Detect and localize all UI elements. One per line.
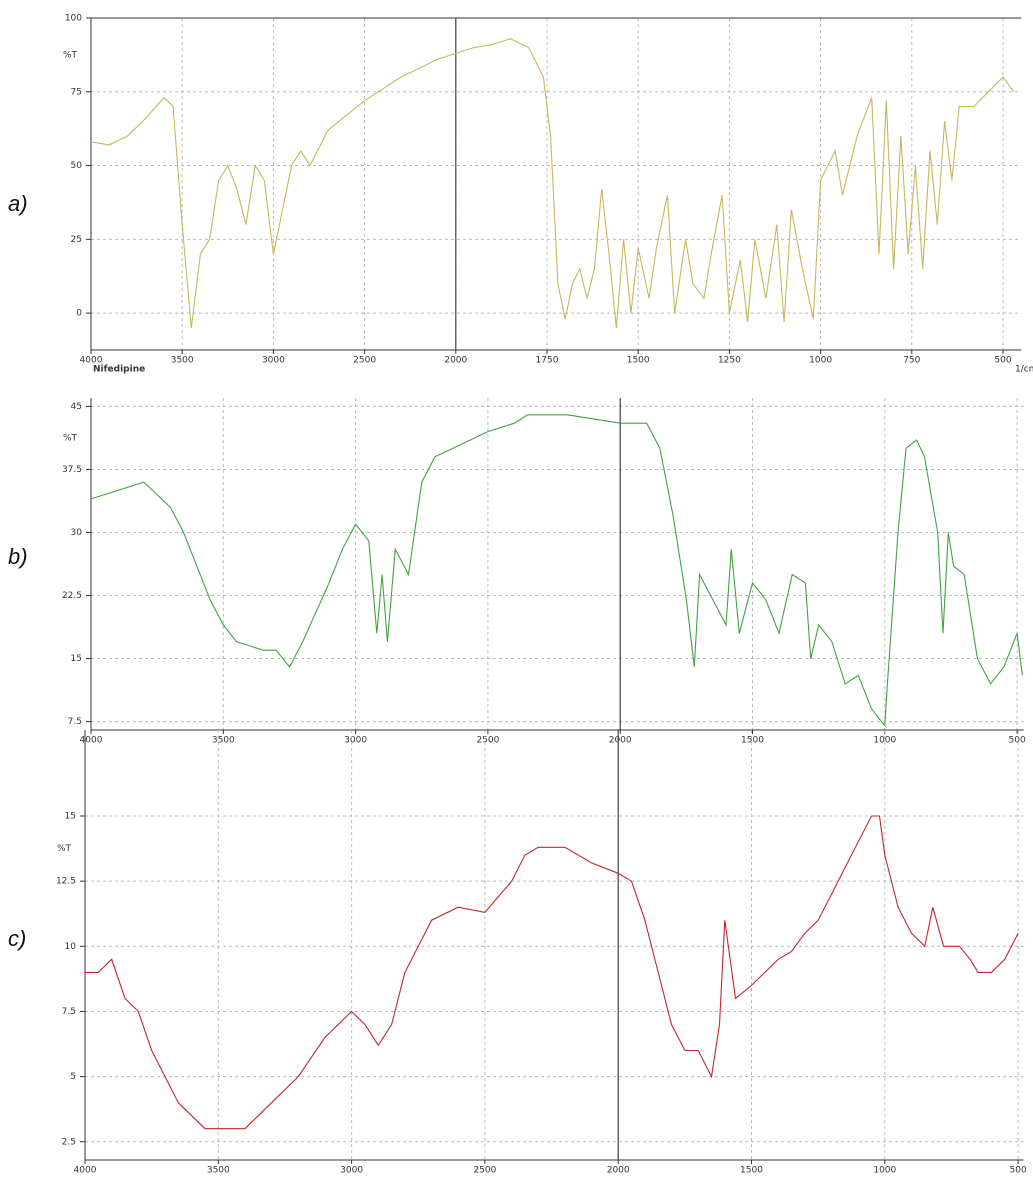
y-tick-label: 50 [71,161,83,171]
x-tick-label: 3000 [344,736,367,746]
y-tick-label: 30 [71,528,83,538]
x-tick-label: 2000 [607,1166,630,1176]
x-tick-label: 750 [903,356,920,366]
panel-label: b) [8,544,28,569]
spectrum-line [91,38,1015,328]
y-tick-label: 25 [71,235,82,245]
x-tick-label: 2500 [353,356,376,366]
x-tick-label: 3500 [207,1166,230,1176]
y-tick-label: 45 [71,402,82,412]
x-tick-label: 500 [1009,736,1026,746]
x-tick-label: 4000 [80,736,103,746]
y-tick-label: 12.5 [56,877,76,887]
y-axis-label: %T [63,50,78,60]
y-tick-label: 75 [71,87,82,97]
x-unit-label: 1/cm [1015,365,1033,375]
x-tick-label: 4000 [80,356,103,366]
y-tick-label: 0 [76,309,82,319]
y-tick-label: 7.5 [68,717,82,727]
x-tick-label: 1500 [627,356,650,366]
x-tick-label: 2000 [609,736,632,746]
x-tick-label: 1750 [536,356,559,366]
y-tick-label: 37.5 [62,465,82,475]
x-tick-label: 1000 [873,1166,896,1176]
x-tick-label: 2500 [473,1166,496,1176]
y-axis-label: %T [63,433,78,443]
x-tick-label: 3500 [171,356,194,366]
y-tick-label: 15 [71,654,82,664]
y-tick-label: 7.5 [62,1007,76,1017]
x-tick-label: 500 [994,356,1011,366]
x-tick-label: 1250 [718,356,741,366]
y-tick-label: 5 [70,1072,76,1082]
y-tick-label: 10 [65,942,77,952]
y-axis-label: %T [57,844,72,854]
y-tick-label: 22.5 [62,591,82,601]
x-tick-label: 2000 [444,356,467,366]
x-tick-label: 1500 [741,736,764,746]
x-axis-label: Nifedipine [93,365,145,375]
y-tick-label: 100 [65,14,82,24]
panel-label: c) [8,926,26,951]
y-tick-label: 2.5 [62,1137,76,1147]
x-tick-label: 1000 [809,356,832,366]
x-tick-label: 1500 [740,1166,763,1176]
x-tick-label: 1000 [873,736,896,746]
x-tick-label: 500 [1010,1166,1027,1176]
x-tick-label: 2500 [476,736,499,746]
x-tick-label: 4000 [74,1166,97,1176]
panel-label: a) [8,191,28,216]
y-tick-label: 15 [65,812,76,822]
spectrum-line [91,414,1023,728]
x-tick-label: 3000 [340,1166,363,1176]
spectrum-line [85,815,1019,1130]
x-tick-label: 3000 [262,356,285,366]
x-tick-label: 3500 [212,736,235,746]
